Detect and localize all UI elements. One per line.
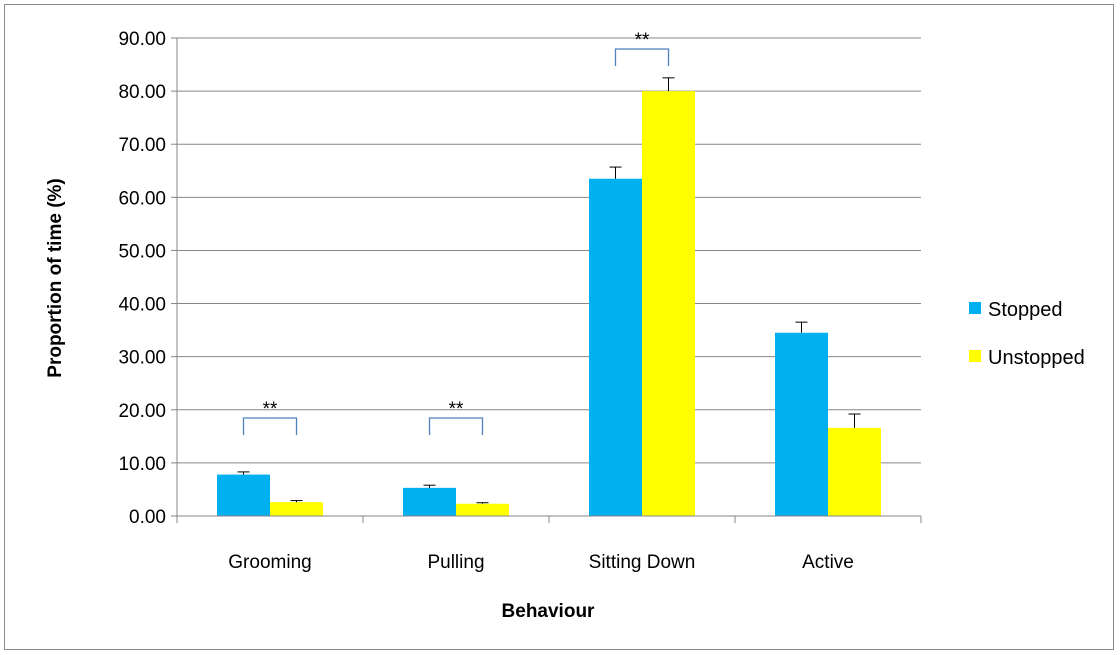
y-tick-label: 20.00 xyxy=(118,401,166,422)
bar-stopped xyxy=(775,332,828,516)
significance-markers: ** ** ** xyxy=(242,30,670,435)
y-tick-label: 0.00 xyxy=(129,507,166,528)
y-tick-label: 80.00 xyxy=(118,82,166,103)
x-tick-label: Sitting Down xyxy=(589,552,696,573)
legend-label-unstopped: Unstopped xyxy=(988,347,1085,369)
bar-stopped xyxy=(217,474,270,516)
y-tick-label: 60.00 xyxy=(118,188,166,209)
bars xyxy=(217,91,881,516)
x-tick-label: Grooming xyxy=(228,552,311,573)
y-tick-label: 30.00 xyxy=(118,348,166,369)
bar-unstopped xyxy=(270,502,323,516)
x-tick-label: Active xyxy=(802,552,854,573)
legend-swatch-stopped xyxy=(969,302,981,314)
x-axis-title: Behaviour xyxy=(502,601,596,622)
significance-label: ** xyxy=(263,399,278,420)
y-tick-label: 10.00 xyxy=(118,454,166,475)
bar-stopped xyxy=(403,487,456,516)
x-axis-ticks: Grooming Pulling Sitting Down Active xyxy=(176,516,922,573)
bar-stopped xyxy=(589,178,642,516)
bar-unstopped xyxy=(642,91,695,516)
legend-swatch-unstopped xyxy=(969,350,981,362)
y-tick-label: 50.00 xyxy=(118,241,166,262)
x-tick-label: Pulling xyxy=(427,552,484,573)
bar-unstopped xyxy=(828,427,881,516)
significance-label: ** xyxy=(449,399,464,420)
legend-label-stopped: Stopped xyxy=(988,299,1063,321)
chart-area xyxy=(4,4,1114,650)
y-tick-label: 70.00 xyxy=(118,135,166,156)
significance-bracket xyxy=(428,417,484,435)
significance-label: ** xyxy=(635,30,650,51)
error-bars xyxy=(237,77,861,504)
y-axis-title: Proportion of time (%) xyxy=(45,178,66,377)
legend: Stopped Unstopped xyxy=(969,299,1085,369)
significance-bracket xyxy=(614,48,670,66)
y-tick-label: 90.00 xyxy=(118,29,166,50)
significance-bracket xyxy=(242,417,298,435)
y-axis-ticks: 0.00 10.00 20.00 30.00 40.00 50.00 60.00 70.00 8… xyxy=(118,29,177,528)
bar-unstopped xyxy=(456,503,509,516)
y-tick-label: 40.00 xyxy=(118,295,166,316)
